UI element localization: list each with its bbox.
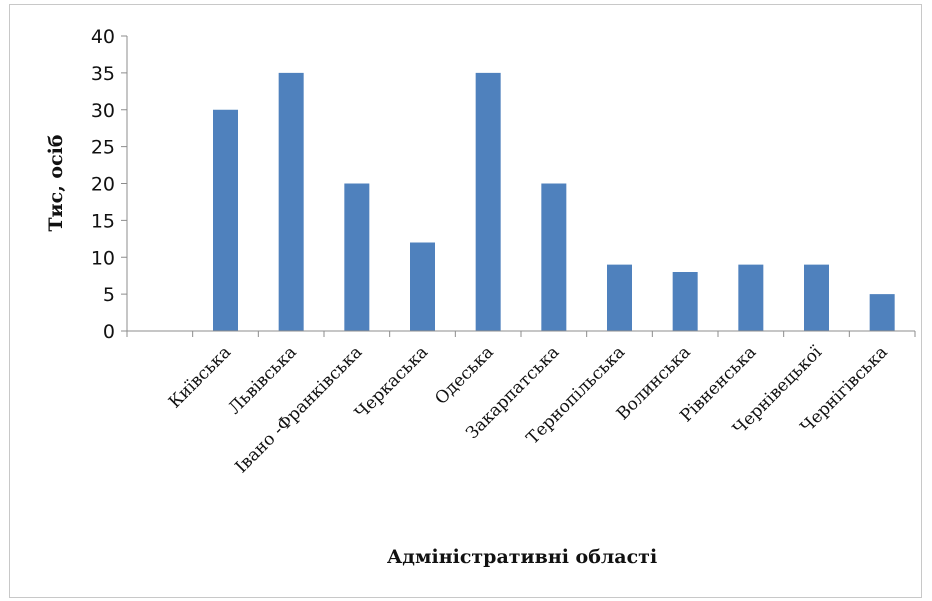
y-tick-label: 25 xyxy=(91,137,115,159)
y-axis-title: Тис, осіб xyxy=(45,134,67,231)
bar-series xyxy=(213,72,895,331)
y-tick-label: 10 xyxy=(91,247,115,269)
y-tick-label: 40 xyxy=(91,26,115,48)
bar xyxy=(475,72,501,331)
bar xyxy=(278,72,304,331)
x-category-label: Одеська xyxy=(431,342,497,408)
y-tick-label: 5 xyxy=(103,284,115,306)
bar xyxy=(607,264,632,331)
bar xyxy=(738,264,764,331)
bar xyxy=(213,109,238,331)
bar xyxy=(804,264,829,331)
y-tick-label: 0 xyxy=(103,321,115,343)
chart-frame xyxy=(9,4,922,598)
y-tick-label: 35 xyxy=(91,63,115,85)
x-axis-ticks xyxy=(126,331,916,337)
x-category-label: Київська xyxy=(165,342,235,412)
y-tick-label: 20 xyxy=(91,174,115,196)
x-axis-title: Адміністративні області xyxy=(387,546,657,568)
y-tick-label: 30 xyxy=(91,100,115,122)
bar xyxy=(410,242,435,331)
bar xyxy=(344,183,370,331)
bar xyxy=(541,183,567,331)
bar xyxy=(869,294,895,331)
y-tick-label: 15 xyxy=(91,210,115,232)
y-axis-ticks: 0 5 10 15 20 25 30 35 40 xyxy=(91,26,127,343)
x-category-label: Івано -Франківська xyxy=(231,342,366,477)
bar xyxy=(672,272,698,331)
